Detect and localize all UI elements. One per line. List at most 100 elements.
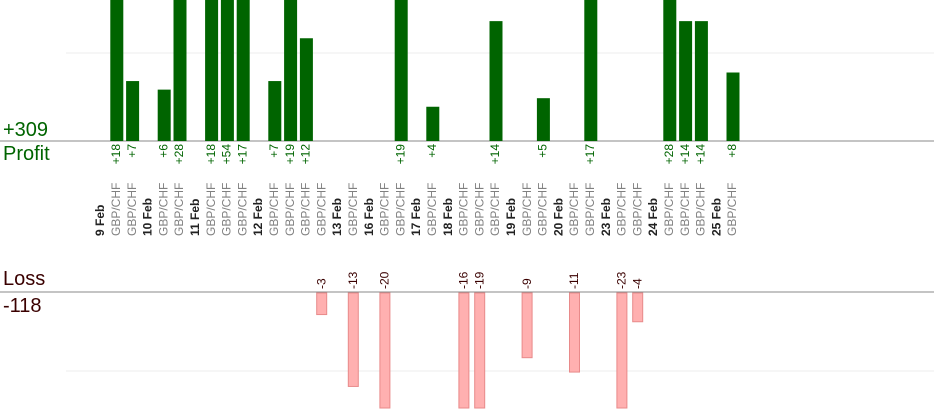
symbol-label: GBP/CHF — [204, 183, 218, 236]
loss-label: Loss — [3, 268, 46, 290]
profit-value-label: +28 — [662, 144, 676, 165]
profit-value-label: +17 — [235, 144, 249, 165]
profit-bar — [536, 98, 550, 141]
loss-bar — [458, 292, 470, 409]
profit-value-label: +19 — [283, 144, 297, 165]
loss-value-label: -13 — [346, 271, 360, 289]
symbol-label: GBP/CHF — [172, 183, 186, 236]
profit-bar — [584, 0, 598, 141]
profit-value-label: +14 — [488, 144, 502, 165]
profit-value-label: +19 — [393, 144, 407, 165]
date-label: 24 Feb — [646, 198, 660, 236]
symbol-label: GBP/CHF — [694, 183, 708, 236]
loss-value-label: -19 — [472, 271, 486, 289]
profit-bar — [489, 21, 503, 141]
date-label: 23 Feb — [599, 198, 613, 236]
date-label: 16 Feb — [362, 198, 376, 236]
profit-bar — [205, 0, 219, 141]
symbol-label: GBP/CHF — [220, 183, 234, 236]
loss-value-label: -16 — [457, 271, 471, 289]
symbol-label: GBP/CHF — [536, 183, 550, 236]
profit-bar — [173, 0, 187, 141]
profit-total: +309 — [3, 119, 49, 141]
symbol-label: GBP/CHF — [472, 183, 486, 236]
profit-value-label: +8 — [725, 144, 739, 158]
profit-bar — [299, 38, 313, 141]
loss-value-label: -11 — [567, 272, 581, 289]
symbol-label: GBP/CHF — [109, 183, 123, 236]
symbol-label: GBP/CHF — [630, 183, 644, 236]
loss-value-label: -4 — [630, 278, 644, 289]
date-label: 17 Feb — [409, 198, 423, 236]
profit-bar — [426, 106, 440, 141]
profit-bar — [394, 0, 408, 141]
loss-bar — [632, 292, 644, 323]
loss-bar — [569, 292, 580, 373]
symbol-label: GBP/CHF — [235, 183, 249, 236]
symbol-label: GBP/CHF — [346, 183, 360, 236]
loss-bar — [379, 292, 391, 409]
symbol-label: GBP/CHF — [378, 183, 392, 236]
profit-bar — [157, 89, 171, 141]
profit-bar — [284, 0, 298, 141]
date-label: 13 Feb — [330, 198, 344, 236]
date-label: 9 Feb — [93, 205, 107, 236]
loss-bar — [616, 292, 628, 409]
profit-value-label: +17 — [583, 144, 597, 165]
loss-value-label: -23 — [615, 271, 629, 289]
profit-value-label: +18 — [204, 144, 218, 165]
symbol-label: GBP/CHF — [299, 183, 313, 236]
profit-label: Profit — [3, 143, 50, 165]
profit-value-label: +5 — [536, 144, 550, 158]
profit-value-label: +4 — [425, 144, 439, 158]
loss-bar — [521, 292, 533, 359]
profit-value-label: +6 — [156, 144, 170, 158]
profit-bar — [236, 0, 250, 141]
symbol-label: GBP/CHF — [678, 183, 692, 236]
date-label: 20 Feb — [551, 198, 565, 236]
profit-value-label: +18 — [109, 144, 123, 165]
symbol-label: GBP/CHF — [425, 183, 439, 236]
symbol-label: GBP/CHF — [583, 183, 597, 236]
profit-bar — [679, 21, 693, 141]
profit-value-label: +54 — [220, 144, 234, 165]
symbol-label: GBP/CHF — [725, 183, 739, 236]
profit-value-label: +7 — [125, 144, 139, 158]
symbol-label: GBP/CHF — [488, 183, 502, 236]
profit-bar — [220, 0, 234, 141]
symbol-label: GBP/CHF — [520, 183, 534, 236]
loss-value-label: -20 — [378, 271, 392, 289]
profit-bar — [110, 0, 124, 141]
loss-bar — [316, 292, 328, 316]
symbol-label: GBP/CHF — [567, 183, 581, 236]
symbol-label: GBP/CHF — [267, 183, 281, 236]
profit-value-label: +28 — [172, 144, 186, 165]
loss-value-label: -9 — [520, 278, 534, 289]
symbol-label: GBP/CHF — [314, 183, 328, 236]
profit-bar — [726, 72, 740, 141]
symbol-label: GBP/CHF — [156, 183, 170, 236]
symbol-label: GBP/CHF — [393, 183, 407, 236]
profit-bar — [694, 21, 708, 141]
symbol-label: GBP/CHF — [125, 183, 139, 236]
symbol-label: GBP/CHF — [457, 183, 471, 236]
date-label: 11 Feb — [188, 199, 202, 236]
profit-value-label: +14 — [678, 144, 692, 165]
loss-total: -118 — [3, 295, 42, 317]
loss-bar — [347, 292, 359, 387]
profit-bar — [663, 0, 677, 141]
loss-value-label: -3 — [314, 278, 328, 289]
profit-value-label: +14 — [694, 144, 708, 165]
date-label: 19 Feb — [504, 198, 518, 236]
profit-bar — [126, 81, 140, 141]
symbol-label: GBP/CHF — [615, 183, 629, 236]
symbol-label: GBP/CHF — [283, 183, 297, 236]
symbol-label: GBP/CHF — [662, 183, 676, 236]
date-label: 12 Feb — [251, 198, 265, 236]
profit-bar — [268, 81, 282, 141]
date-label: 10 Feb — [141, 198, 155, 236]
profit-value-label: +7 — [267, 144, 281, 158]
loss-bar — [474, 292, 486, 409]
date-label: 18 Feb — [441, 198, 455, 236]
